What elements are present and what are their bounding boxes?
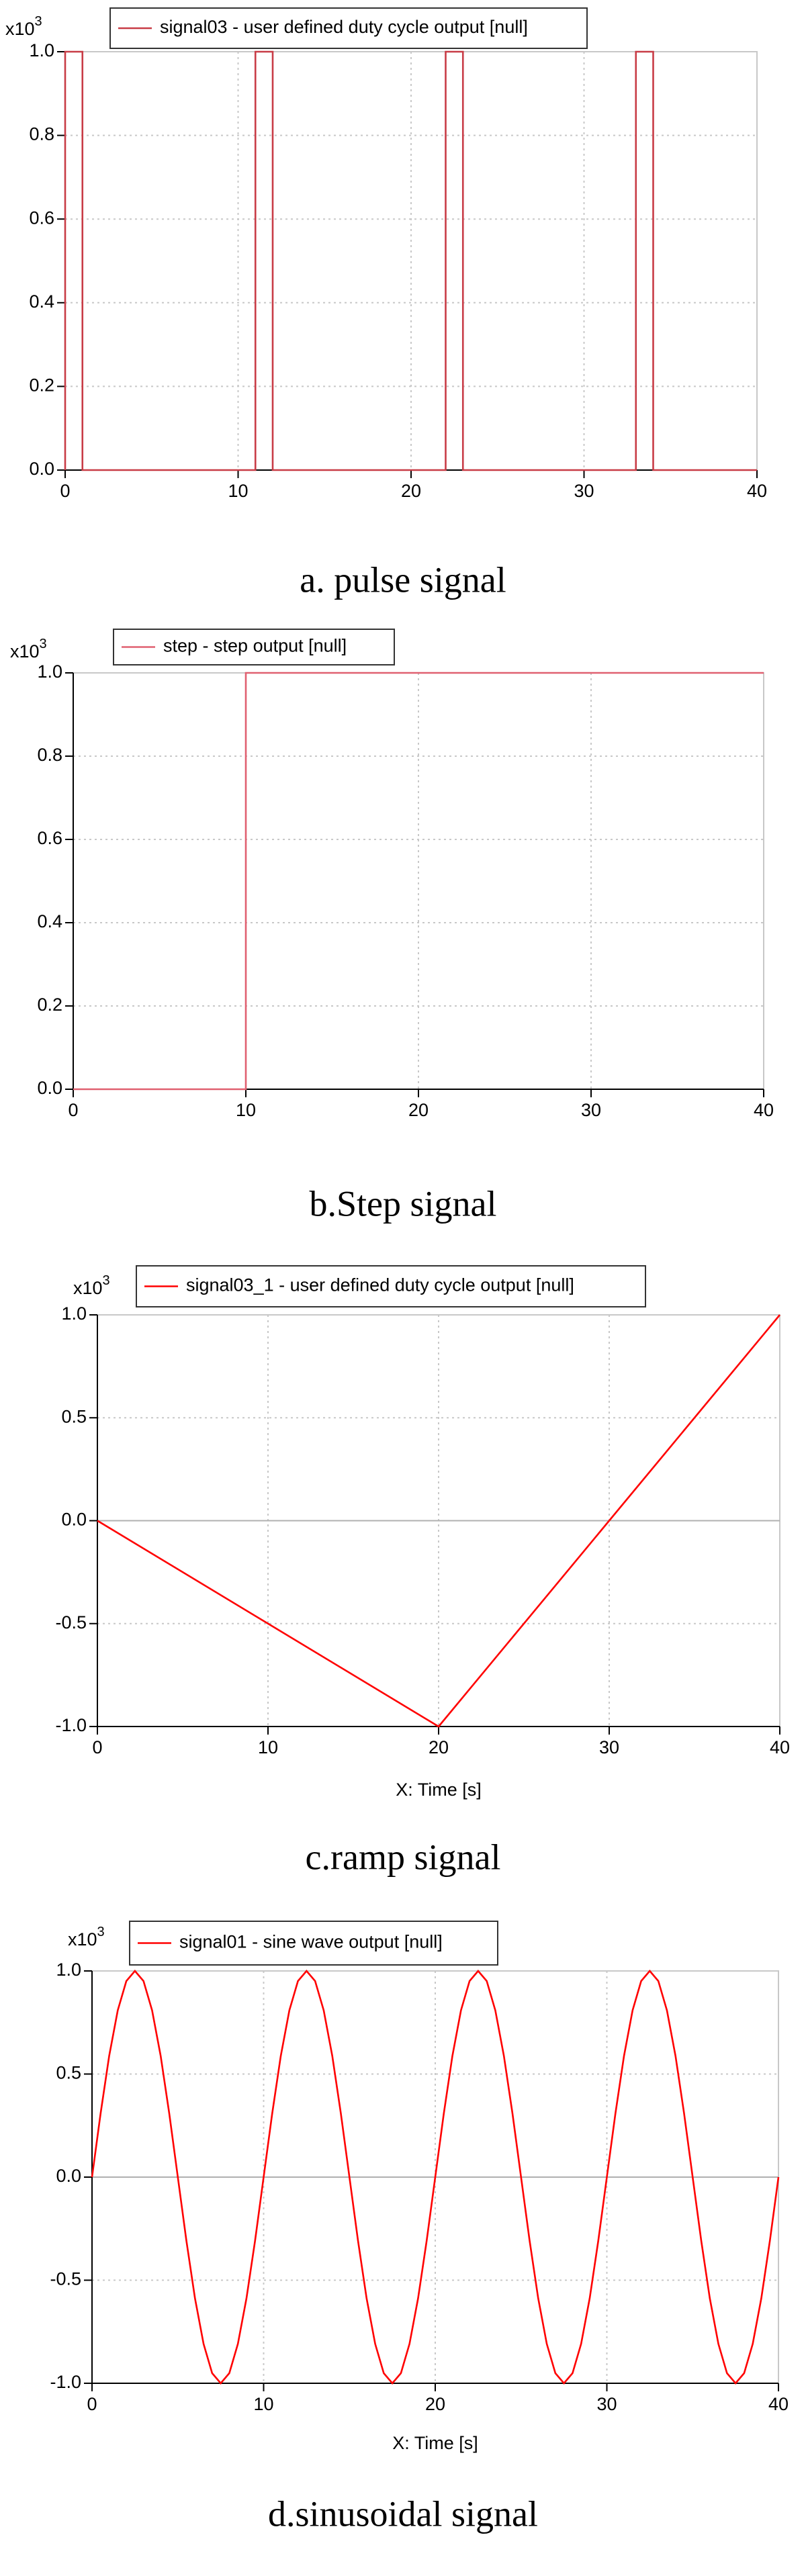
legend: signal03_1 - user defined duty cycle out… xyxy=(136,1265,646,1307)
y-multiplier: x103 xyxy=(73,1273,110,1298)
y-tick-label: -0.5 xyxy=(50,2269,81,2289)
chart: 0 10 20 30 40 -1.0 -0.5 0.0 0.5 1.0 signal03_1 - u… xyxy=(55,1265,790,1877)
y-tick-label: 0.5 xyxy=(56,2063,81,2083)
legend-box xyxy=(136,1265,646,1307)
x-axis-label: X: Time [s] xyxy=(396,1780,482,1800)
x-tick-label: 0 xyxy=(92,1737,102,1757)
legend-label: signal03_1 - user defined duty cycle out… xyxy=(186,1275,574,1295)
x-tick-label: 0 xyxy=(87,2394,97,2414)
legend-box xyxy=(113,629,395,665)
caption: b.Step signal xyxy=(310,1183,497,1224)
legend-label: signal01 - sine wave output [null] xyxy=(179,1932,443,1952)
x-tick-label: 40 xyxy=(770,1737,790,1757)
x-tick-label: 30 xyxy=(596,2394,617,2414)
y-tick-label: 0.8 xyxy=(37,745,62,765)
series-line xyxy=(64,50,757,471)
y-tick-label: 0.0 xyxy=(29,459,54,479)
y-tick-label: 0.6 xyxy=(29,208,54,228)
x-tick-label: 20 xyxy=(401,481,421,501)
caption: c.ramp signal xyxy=(306,1837,501,1877)
caption: a. pulse signal xyxy=(300,559,506,600)
x-tick-label: 20 xyxy=(429,1737,449,1757)
y-multiplier-exponent: 3 xyxy=(35,14,42,29)
y-tick-label: 0.2 xyxy=(29,375,54,396)
legend-label: step - step output [null] xyxy=(163,636,347,656)
y-tick-label: 0.0 xyxy=(37,1078,62,1098)
y-tick-label: 0.4 xyxy=(37,911,62,931)
chart: 0 10 20 30 40 -1.0 -0.5 0.0 0.5 1.0 signal01 - sin… xyxy=(50,1921,789,2534)
y-tick-label: 0.6 xyxy=(37,828,62,848)
legend-box xyxy=(109,7,588,49)
legend: signal01 - sine wave output [null] xyxy=(129,1921,498,1966)
x-axis-label: X: Time [s] xyxy=(392,2433,478,2453)
caption: d.sinusoidal signal xyxy=(268,2493,538,2534)
x-tick-label: 20 xyxy=(425,2394,445,2414)
y-tick-label: 0.2 xyxy=(37,995,62,1015)
y-multiplier-base: x10 xyxy=(10,641,40,661)
y-multiplier-exponent: 3 xyxy=(97,1925,105,1939)
legend-label: signal03 - user defined duty cycle outpu… xyxy=(160,17,528,37)
y-tick-label: -1.0 xyxy=(55,1715,87,1735)
y-multiplier-exponent: 3 xyxy=(40,637,47,651)
series-line xyxy=(91,1969,780,2385)
legend-box xyxy=(129,1921,498,1966)
y-tick-label: 0.0 xyxy=(61,1510,87,1530)
x-tick-label: 10 xyxy=(236,1100,256,1120)
y-multiplier: x103 xyxy=(68,1925,105,1949)
y-multiplier: x103 xyxy=(5,14,42,39)
y-multiplier-base: x10 xyxy=(68,1929,97,1949)
x-tick-label: 20 xyxy=(408,1100,429,1120)
x-tick-label: 0 xyxy=(60,481,70,501)
y-tick-label: 0.8 xyxy=(29,124,54,144)
y-tick-label: -1.0 xyxy=(50,2372,81,2392)
x-tick-label: 40 xyxy=(768,2394,789,2414)
plot-frame xyxy=(73,672,764,1090)
x-tick-label: 30 xyxy=(581,1100,601,1120)
y-tick-label: 0.4 xyxy=(29,291,54,312)
y-tick-label: 0.0 xyxy=(56,2166,81,2186)
y-tick-label: 0.5 xyxy=(61,1406,87,1426)
series-line xyxy=(97,1314,781,1728)
legend: signal03 - user defined duty cycle outpu… xyxy=(109,7,588,49)
x-tick-label: 30 xyxy=(599,1737,619,1757)
chart: 0 10 20 30 40 0.0 0.2 0.4 0.6 0.8 1.0 signal03 - us… xyxy=(5,7,767,600)
x-tick-label: 40 xyxy=(747,481,767,501)
y-tick-label: 1.0 xyxy=(29,40,54,60)
x-tick-label: 0 xyxy=(68,1100,78,1120)
x-tick-label: 10 xyxy=(228,481,248,501)
x-tick-label: 10 xyxy=(253,2394,273,2414)
y-tick-label: 1.0 xyxy=(37,661,62,682)
chart: 0 10 20 30 40 0.0 0.2 0.4 0.6 0.8 1.0 step - step o… xyxy=(10,629,774,1224)
y-multiplier: x103 xyxy=(10,637,47,661)
y-multiplier-base: x10 xyxy=(73,1278,103,1298)
legend: step - step output [null] xyxy=(113,629,395,665)
y-multiplier-base: x10 xyxy=(5,19,35,39)
x-tick-label: 40 xyxy=(754,1100,774,1120)
series-line xyxy=(73,672,764,1091)
x-tick-label: 10 xyxy=(258,1737,278,1757)
y-tick-label: 1.0 xyxy=(61,1303,87,1324)
y-tick-label: -0.5 xyxy=(55,1612,87,1632)
y-multiplier-exponent: 3 xyxy=(103,1273,110,1288)
y-tick-label: 1.0 xyxy=(56,1960,81,1980)
x-tick-label: 30 xyxy=(574,481,594,501)
